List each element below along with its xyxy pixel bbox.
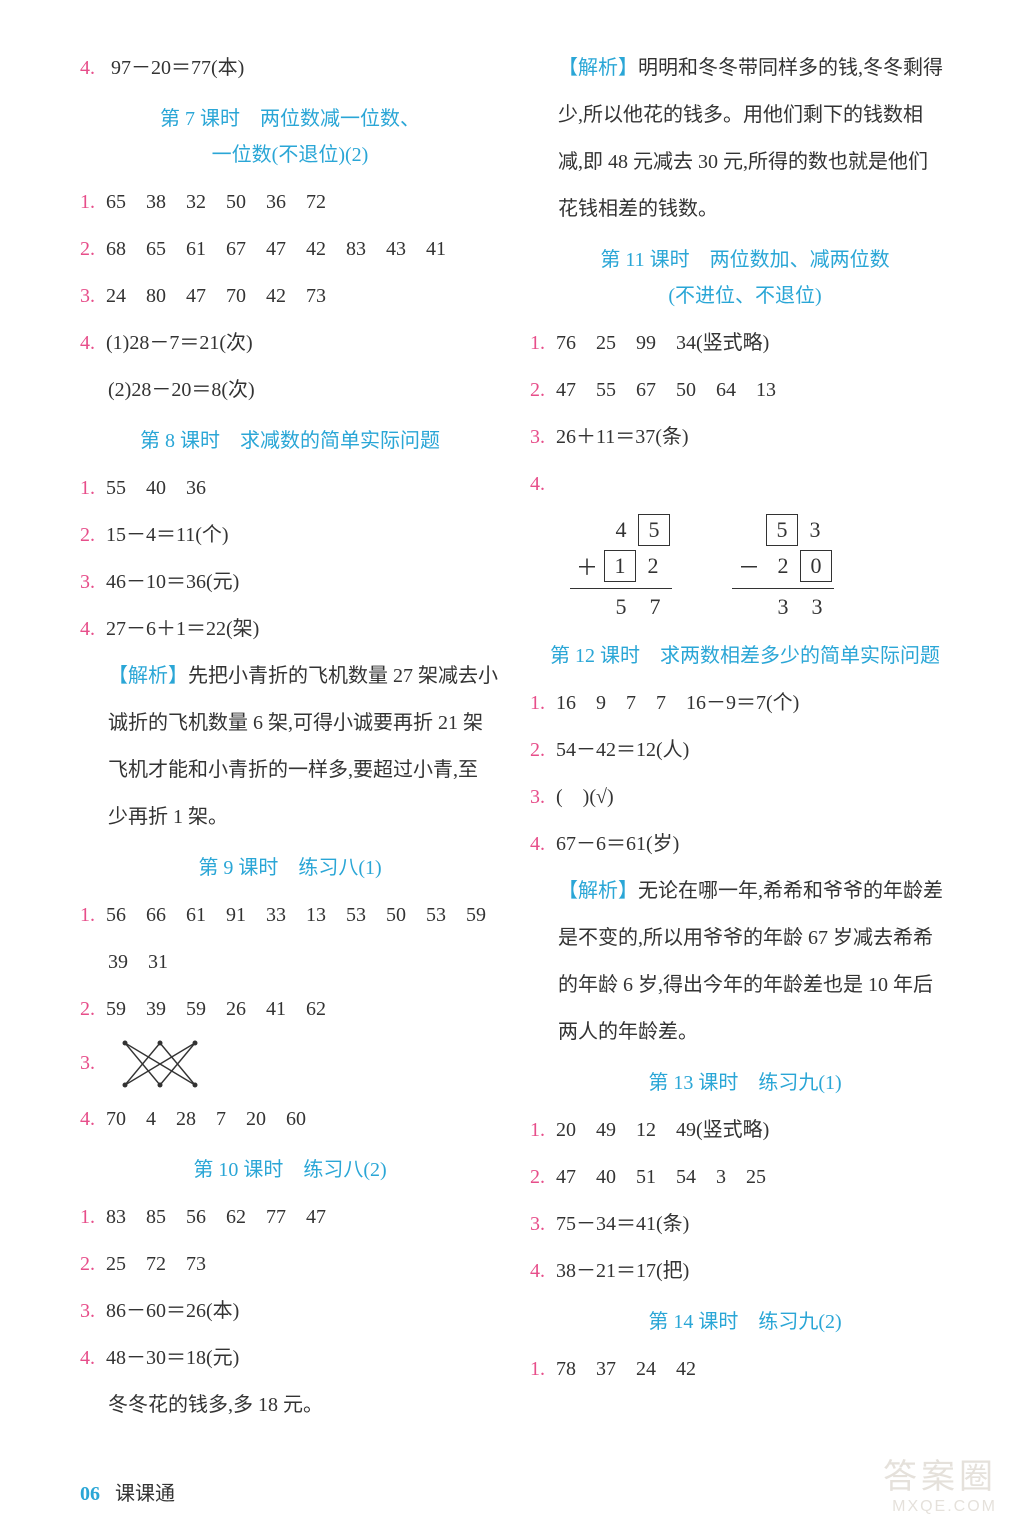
analysis-line: 飞机才能和小青折的一样多,要超过小青,至: [80, 751, 500, 789]
answer-line: 2.68 65 61 67 47 42 83 43 41: [80, 230, 500, 268]
answer-line: 3.: [80, 1037, 500, 1091]
vertical-addition: 45 ＋12 57: [570, 512, 672, 624]
section-title: 第 7 课时 两位数减一位数、 一位数(不退位)(2): [80, 101, 500, 173]
answer-line: 2.47 55 67 50 64 13: [530, 371, 960, 409]
answer-line: 3.75－34＝41(条): [530, 1205, 960, 1243]
answer-line: 1.16 9 7 7 16－9＝7(个): [530, 684, 960, 722]
section-title: 第 10 课时 练习八(2): [80, 1152, 500, 1188]
analysis-line: 少再折 1 架。: [80, 798, 500, 836]
analysis-line: 花钱相差的钱数。: [530, 190, 960, 228]
analysis-block: 【解析】明明和冬冬带同样多的钱,冬冬剩得: [530, 49, 960, 87]
section-title: 第 8 课时 求减数的简单实际问题: [80, 423, 500, 459]
analysis-line: 两人的年龄差。: [530, 1013, 960, 1051]
page-columns: 4. 97－20＝77(本) 第 7 课时 两位数减一位数、 一位数(不退位)(…: [0, 0, 1017, 1453]
section-title: 第 12 课时 求两数相差多少的简单实际问题: [530, 638, 960, 674]
analysis-line: 少,所以他花的钱多。用他们剩下的钱数相: [530, 96, 960, 134]
answer-line: 1.83 85 56 62 77 47: [80, 1198, 500, 1236]
watermark-url: MXQE.COM: [883, 1498, 997, 1516]
analysis-block: 【解析】先把小青折的飞机数量 27 架减去小: [80, 657, 500, 695]
answer-line: 39 31: [80, 943, 500, 981]
analysis-block: 【解析】无论在哪一年,希希和爷爷的年龄差: [530, 872, 960, 910]
answer-line: 4.48－30＝18(元): [80, 1339, 500, 1377]
watermark: 答案圈 MXQE.COM: [883, 1449, 997, 1516]
answer-line: 1.56 66 61 91 33 13 53 50 53 59: [80, 896, 500, 934]
right-column: 【解析】明明和冬冬带同样多的钱,冬冬剩得 少,所以他花的钱多。用他们剩下的钱数相…: [520, 40, 960, 1433]
watermark-text: 答案圈: [883, 1449, 997, 1498]
answer-line: 2.15－4＝11(个): [80, 516, 500, 554]
answer-line: 2.59 39 59 26 41 62: [80, 990, 500, 1028]
page-number: 06: [80, 1483, 100, 1505]
answer-line: 2.54－42＝12(人): [530, 731, 960, 769]
answer-line: 1.65 38 32 50 36 72: [80, 183, 500, 221]
analysis-line: 是不变的,所以用爷爷的年龄 67 岁减去希希: [530, 919, 960, 957]
answer-line: 4. 97－20＝77(本): [80, 49, 500, 87]
matching-cross-figure: [115, 1037, 205, 1091]
answer-line: 2.25 72 73: [80, 1245, 500, 1283]
answer-line: 4.27－6＋1＝22(架): [80, 610, 500, 648]
answer-line: 4.67－6＝61(岁): [530, 825, 960, 863]
analysis-label: 【解析】: [558, 57, 638, 79]
answer-line: 2.47 40 51 54 3 25: [530, 1158, 960, 1196]
answer-line: 4.(1)28－7＝21(次): [80, 324, 500, 362]
answer-line: 3.86－60＝26(本): [80, 1292, 500, 1330]
section-title: 第 13 课时 练习九(1): [530, 1065, 960, 1101]
answer-line: 3.24 80 47 70 42 73: [80, 277, 500, 315]
analysis-line: 诚折的飞机数量 6 架,可得小诚要再折 21 架: [80, 704, 500, 742]
page-footer: 06 课课通: [80, 1477, 175, 1506]
answer-line: 3.( )(√): [530, 778, 960, 816]
answer-line: (2)28－20＝8(次): [80, 371, 500, 409]
answer-line: 3.26＋11＝37(条): [530, 418, 960, 456]
left-column: 4. 97－20＝77(本) 第 7 课时 两位数减一位数、 一位数(不退位)(…: [80, 40, 520, 1433]
answer-line: 1.76 25 99 34(竖式略): [530, 324, 960, 362]
vertical-subtraction: 53 －20 33: [732, 512, 834, 624]
answer-line: 4.38－21＝17(把): [530, 1252, 960, 1290]
item-number: 4.: [80, 49, 106, 87]
answer-line: 1.78 37 24 42: [530, 1350, 960, 1388]
section-title: 第 11 课时 两位数加、减两位数 (不进位、不退位): [530, 242, 960, 314]
analysis-label: 【解析】: [108, 665, 188, 687]
answer-line: 1.55 40 36: [80, 469, 500, 507]
vertical-arithmetic-group: 45 ＋12 57 53 －20 33: [530, 512, 960, 624]
answer-line: 4.: [530, 465, 960, 503]
section-title: 第 14 课时 练习九(2): [530, 1304, 960, 1340]
section-title: 第 9 课时 练习八(1): [80, 850, 500, 886]
analysis-line: 减,即 48 元减去 30 元,所得的数也就是他们: [530, 143, 960, 181]
answer-line: 4.70 4 28 7 20 60: [80, 1100, 500, 1138]
answer-line: 1.20 49 12 49(竖式略): [530, 1111, 960, 1149]
analysis-label: 【解析】: [558, 880, 638, 902]
analysis-line: 的年龄 6 岁,得出今年的年龄差也是 10 年后: [530, 966, 960, 1004]
answer-line: 冬冬花的钱多,多 18 元。: [80, 1386, 500, 1424]
footer-label: 课课通: [115, 1483, 175, 1505]
item-text: 97－20＝77(本): [111, 57, 244, 79]
answer-line: 3.46－10＝36(元): [80, 563, 500, 601]
